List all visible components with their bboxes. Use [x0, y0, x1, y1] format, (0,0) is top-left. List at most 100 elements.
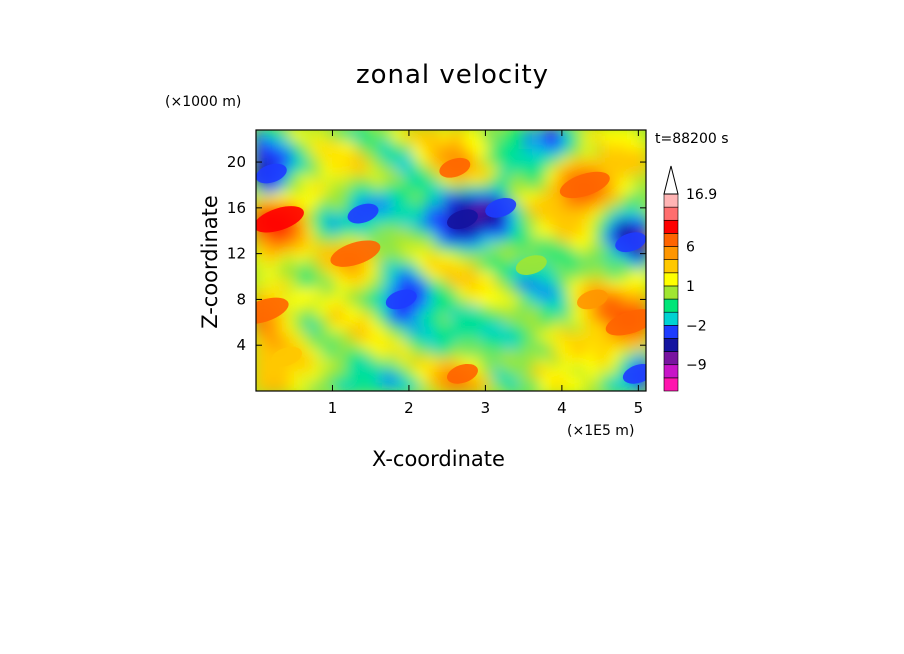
field-cell	[359, 163, 370, 176]
field-cell	[256, 197, 265, 211]
field-cell	[479, 215, 490, 228]
field-cell	[322, 197, 333, 211]
field-cell	[464, 337, 475, 350]
field-cell	[599, 145, 610, 158]
field-cell	[262, 371, 273, 385]
field-cell	[502, 380, 513, 391]
field-cell	[292, 223, 303, 237]
field-cell	[614, 206, 625, 219]
field-cell	[517, 363, 528, 376]
field-cell	[382, 380, 393, 391]
field-cell	[614, 145, 625, 158]
field-cell	[487, 310, 498, 324]
field-cell	[352, 337, 363, 350]
field-cell	[577, 223, 588, 237]
field-cell	[307, 206, 318, 219]
field-cell	[577, 267, 588, 280]
field-cell	[307, 345, 318, 358]
field-cell	[359, 310, 370, 324]
field-cell	[269, 337, 280, 350]
field-cell	[427, 145, 438, 158]
plot-frame	[255, 129, 647, 392]
field-cell	[337, 215, 348, 228]
field-cell	[569, 197, 580, 211]
field-cell	[256, 319, 265, 332]
field-cell	[599, 197, 610, 211]
field-cell	[539, 163, 550, 176]
field-cell	[637, 189, 646, 202]
field-cell	[419, 380, 430, 391]
field-cell	[374, 232, 385, 245]
field-cell	[494, 258, 505, 271]
field-cell	[352, 223, 363, 237]
field-cell	[449, 267, 460, 280]
field-cell	[256, 163, 265, 176]
field-cell	[464, 267, 475, 280]
field-cell	[509, 215, 520, 228]
field-cell	[464, 310, 475, 324]
field-cell	[374, 328, 385, 341]
field-cell	[487, 258, 498, 271]
field-cell	[374, 380, 385, 391]
field-cell	[299, 145, 310, 158]
field-cell	[569, 250, 580, 263]
field-cell	[607, 276, 618, 289]
field-cell	[607, 345, 618, 358]
field-cell	[367, 171, 378, 184]
field-cell	[584, 130, 595, 141]
field-cell	[532, 130, 543, 141]
field-cell	[352, 163, 363, 176]
field-cell	[434, 276, 445, 289]
field-cell	[502, 145, 513, 158]
field-cell	[502, 154, 513, 167]
field-cell	[479, 180, 490, 193]
field-cell	[472, 206, 483, 219]
field-cell	[577, 145, 588, 158]
field-cell	[442, 145, 453, 158]
field-cell	[344, 232, 355, 245]
field-cell	[449, 310, 460, 324]
field-cell	[382, 258, 393, 271]
field-cell	[397, 276, 408, 289]
field-cell	[329, 380, 340, 391]
field-cell	[464, 276, 475, 289]
field-cell	[314, 302, 325, 315]
field-cell	[509, 145, 520, 158]
field-cell	[412, 250, 423, 263]
field-cell	[547, 163, 558, 176]
field-cell	[502, 302, 513, 315]
field-cell	[502, 241, 513, 254]
field-cell	[577, 328, 588, 341]
field-cell	[599, 284, 610, 298]
field-cell	[577, 371, 588, 385]
field-cell	[292, 302, 303, 315]
field-cell	[509, 163, 520, 176]
field-cell	[524, 180, 535, 193]
field-cell	[502, 354, 513, 367]
field-cell	[554, 215, 565, 228]
field-cell	[367, 197, 378, 211]
field-cell	[299, 215, 310, 228]
field-cell	[382, 180, 393, 193]
field-cell	[607, 310, 618, 324]
field-cell	[584, 319, 595, 332]
field-cell	[614, 380, 625, 391]
field-cell	[547, 371, 558, 385]
field-cell	[314, 371, 325, 385]
field-cell	[427, 215, 438, 228]
colorbar-tick-label: −9	[686, 358, 707, 374]
field-cell	[509, 180, 520, 193]
field-cell	[524, 363, 535, 376]
field-cell	[629, 163, 640, 176]
field-cell	[389, 136, 400, 150]
field-cell	[256, 337, 265, 350]
field-cell	[472, 354, 483, 367]
field-cell	[404, 215, 415, 228]
field-cell	[314, 380, 325, 391]
field-cell	[487, 189, 498, 202]
field-cell	[419, 163, 430, 176]
field-cell	[374, 215, 385, 228]
field-cell	[472, 189, 483, 202]
field-cell	[472, 310, 483, 324]
field-cell	[547, 154, 558, 167]
